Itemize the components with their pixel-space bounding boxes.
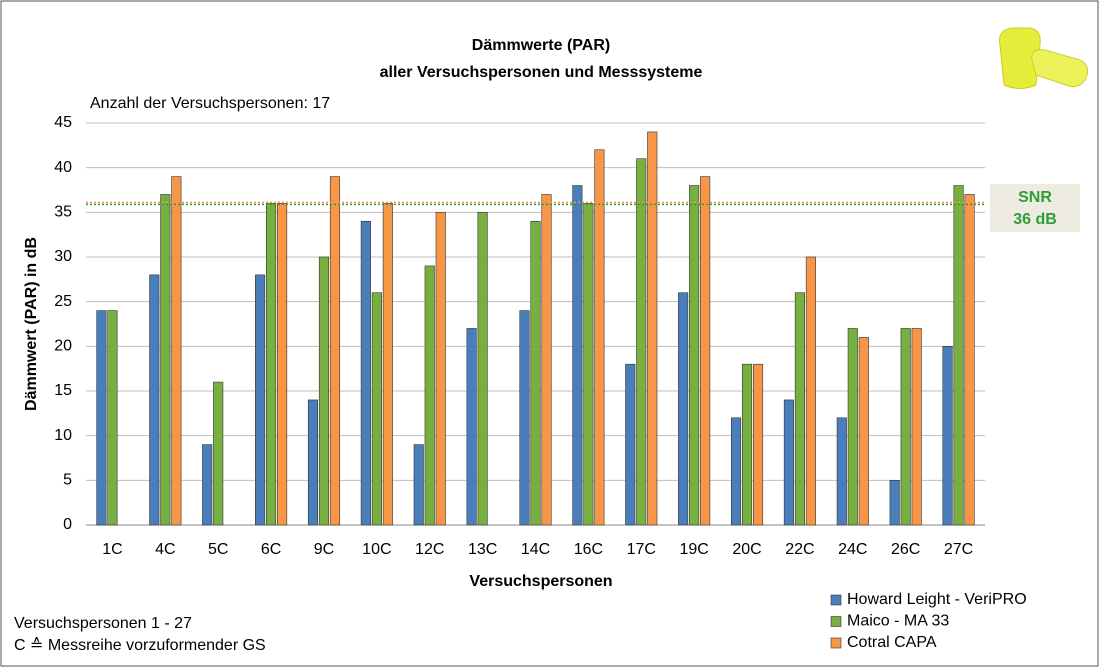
bar bbox=[583, 203, 594, 526]
x-tick-label: 27C bbox=[944, 541, 973, 558]
bar bbox=[741, 363, 753, 526]
legend-swatch bbox=[830, 594, 842, 606]
bar bbox=[107, 310, 118, 526]
x-tick-label: 9C bbox=[314, 541, 334, 558]
y-tick-label: 40 bbox=[54, 159, 72, 176]
bar bbox=[329, 176, 341, 526]
bar bbox=[836, 417, 847, 526]
y-tick-label: 0 bbox=[63, 516, 72, 533]
y-tick-label: 35 bbox=[54, 204, 72, 221]
bar bbox=[466, 328, 477, 526]
bar bbox=[307, 399, 319, 526]
bar bbox=[900, 328, 911, 526]
y-tick-label: 15 bbox=[54, 382, 72, 399]
x-tick-label: 13C bbox=[468, 541, 497, 558]
x-tick-label: 17C bbox=[627, 541, 656, 558]
bar bbox=[96, 310, 107, 526]
x-tick-label: 26C bbox=[891, 541, 920, 558]
bar bbox=[202, 444, 213, 526]
x-axis-title: Versuchspersonen bbox=[469, 573, 612, 590]
x-tick-label: 5C bbox=[208, 541, 228, 558]
legend-swatch bbox=[830, 637, 842, 649]
reference-label: SNR bbox=[1018, 189, 1052, 206]
bar bbox=[572, 185, 583, 526]
y-tick-label: 45 bbox=[54, 114, 72, 131]
bar bbox=[171, 176, 182, 526]
bar bbox=[371, 292, 382, 526]
bar bbox=[805, 256, 816, 526]
bar bbox=[636, 158, 647, 526]
y-axis-title: Dämmwert (PAR) in dB bbox=[23, 237, 40, 411]
x-tick-label: 10C bbox=[362, 541, 391, 558]
bar bbox=[889, 480, 900, 526]
note: C ≙ Messreihe vorzuformender GS bbox=[14, 637, 266, 654]
bar bbox=[149, 274, 160, 526]
bar bbox=[678, 292, 689, 526]
y-tick-label: 10 bbox=[54, 427, 72, 444]
y-tick-label: 25 bbox=[54, 293, 72, 310]
x-tick-label: 14C bbox=[521, 541, 550, 558]
bar bbox=[953, 185, 964, 526]
legend-swatch bbox=[830, 616, 842, 627]
bar bbox=[360, 220, 371, 526]
bar bbox=[847, 328, 858, 526]
bar bbox=[858, 337, 869, 526]
bar bbox=[730, 417, 742, 526]
bar bbox=[213, 381, 224, 526]
bar bbox=[318, 256, 330, 526]
bar bbox=[942, 346, 953, 526]
y-tick-label: 20 bbox=[54, 338, 72, 355]
bar bbox=[964, 194, 975, 526]
x-tick-label: 16C bbox=[574, 541, 603, 558]
y-tick-label: 5 bbox=[63, 472, 72, 489]
chart-title: Dämmwerte (PAR) bbox=[472, 37, 610, 54]
bar bbox=[541, 194, 552, 526]
x-tick-label: 20C bbox=[732, 541, 761, 558]
bar bbox=[783, 399, 794, 526]
bar bbox=[647, 131, 658, 526]
bar bbox=[752, 363, 764, 526]
x-tick-label: 19C bbox=[679, 541, 708, 558]
bar bbox=[911, 328, 922, 526]
bar bbox=[625, 363, 636, 526]
earplug-icon bbox=[999, 27, 1089, 89]
bar bbox=[530, 220, 541, 526]
bar bbox=[689, 185, 700, 526]
x-tick-label: 24C bbox=[838, 541, 867, 558]
legend-label: Howard Leight - VeriPRO bbox=[847, 591, 1027, 608]
note: Versuchspersonen 1 - 27 bbox=[14, 615, 192, 632]
bar bbox=[266, 203, 277, 526]
bar bbox=[160, 194, 171, 526]
bar bbox=[519, 310, 530, 526]
legend-label: Cotral CAPA bbox=[847, 634, 937, 651]
chart-subtitle: aller Versuchspersonen und Messsysteme bbox=[380, 64, 703, 81]
bar bbox=[277, 203, 288, 526]
x-tick-label: 4C bbox=[155, 541, 175, 558]
y-tick-label: 30 bbox=[54, 248, 72, 265]
reference-label: 36 dB bbox=[1013, 211, 1057, 228]
x-tick-label: 6C bbox=[261, 541, 281, 558]
bar bbox=[435, 212, 446, 526]
x-tick-label: 22C bbox=[785, 541, 814, 558]
bar bbox=[477, 212, 488, 526]
bar bbox=[794, 292, 805, 526]
bar bbox=[700, 176, 711, 526]
legend-label: Maico - MA 33 bbox=[847, 613, 949, 630]
bar bbox=[382, 203, 393, 526]
reference-label-box bbox=[990, 184, 1080, 232]
bar bbox=[594, 149, 605, 526]
bar bbox=[424, 265, 435, 526]
annotation: Anzahl der Versuchspersonen: 17 bbox=[90, 95, 330, 112]
bar bbox=[413, 444, 424, 526]
x-tick-label: 12C bbox=[415, 541, 444, 558]
bar bbox=[255, 274, 266, 526]
x-tick-label: 1C bbox=[102, 541, 122, 558]
